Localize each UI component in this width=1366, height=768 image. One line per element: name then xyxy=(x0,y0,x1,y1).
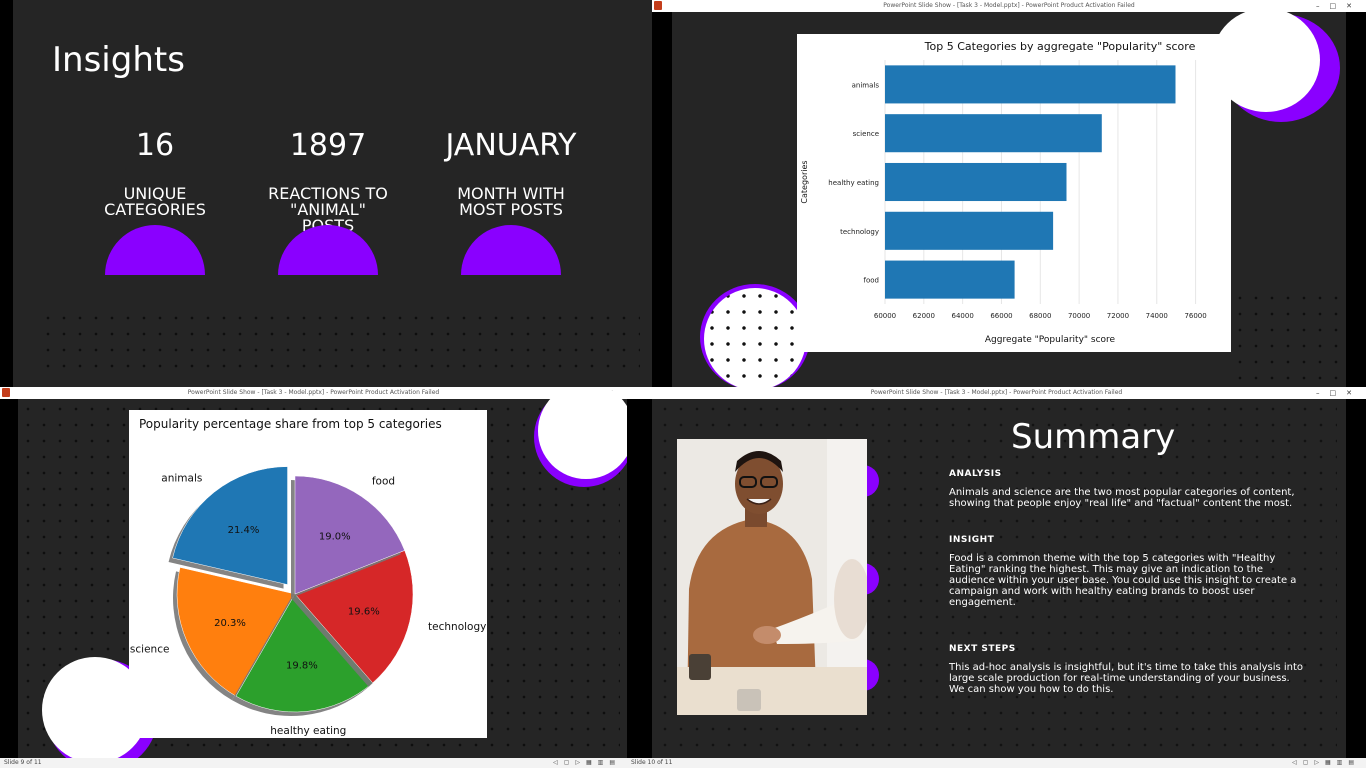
slice-percent-label: 19.6% xyxy=(348,607,380,618)
y-tick-label: technology xyxy=(840,228,879,236)
handshake-photo xyxy=(677,439,867,715)
slice-animals xyxy=(172,466,288,585)
x-tick-label: 70000 xyxy=(1068,312,1090,320)
right-black-bar xyxy=(1346,12,1366,387)
y-tick-label: science xyxy=(853,130,879,138)
slice-healthy-eating xyxy=(235,593,374,713)
y-tick-label: food xyxy=(864,277,879,285)
section-insight: INSIGHT Food is a common theme with the … xyxy=(949,535,1304,608)
status-bar: Slide 10 of 11 ◁▢▷▦▥▤ xyxy=(627,758,1366,768)
view-controls[interactable]: ◁▢▷▦▥▤ xyxy=(553,759,621,766)
x-tick-label: 60000 xyxy=(874,312,896,320)
chart-title: Popularity percentage share from top 5 c… xyxy=(139,417,442,431)
metric-value: 1897 xyxy=(289,128,367,163)
metric-label: MONTH WITH MOST POSTS xyxy=(457,184,565,219)
section-heading: NEXT STEPS xyxy=(949,644,1016,654)
dot-pattern xyxy=(1232,290,1342,385)
metric-top-month: JANUARY MONTH WITH MOST POSTS xyxy=(426,128,596,218)
y-tick-label: healthy eating xyxy=(828,179,879,187)
window-titlebar: PowerPoint Slide Show - [Task 3 - Model.… xyxy=(652,0,1366,12)
window-titlebar: PowerPoint Slide Show - [Task 3 - Model.… xyxy=(627,387,1366,399)
slide-bar-chart-window: PowerPoint Slide Show - [Task 3 - Model.… xyxy=(652,0,1366,387)
slide-insights-window: Insights 16 UNIQUE CATEGORIES 1897 REACT… xyxy=(0,0,652,387)
metric-value: JANUARY xyxy=(445,128,577,163)
slice-percent-label: 21.4% xyxy=(228,525,260,536)
purple-semicircle xyxy=(105,225,205,275)
window-controls[interactable]: –□✕ xyxy=(1316,389,1362,397)
pie-chart-container: Popularity percentage share from top 5 c… xyxy=(129,410,487,738)
window-title: PowerPoint Slide Show - [Task 3 - Model.… xyxy=(187,389,440,396)
slice-category-label: science xyxy=(130,644,170,656)
slice-percent-label: 20.3% xyxy=(214,618,246,629)
purple-semicircle xyxy=(461,225,561,275)
decor-circle-white xyxy=(538,387,627,479)
x-axis-label: Aggregate "Popularity" score xyxy=(985,335,1116,345)
window-title: PowerPoint Slide Show - [Task 3 - Model.… xyxy=(870,389,1123,396)
slice-category-label: animals xyxy=(161,472,202,484)
x-tick-label: 72000 xyxy=(1107,312,1129,320)
section-body: This ad-hoc analysis is insightful, but … xyxy=(949,662,1304,695)
section-body: Animals and science are the two most pop… xyxy=(949,487,1295,509)
bar-technology xyxy=(885,211,1054,250)
view-controls[interactable]: ◁▢▷▦▥▤ xyxy=(1292,759,1360,766)
pie-chart: Popularity percentage share from top 5 c… xyxy=(130,417,486,737)
x-tick-label: 62000 xyxy=(913,312,935,320)
dot-pattern xyxy=(40,310,640,380)
left-black-bar xyxy=(0,0,13,387)
slice-category-label: technology xyxy=(428,621,486,633)
bar-food xyxy=(885,260,1015,299)
section-next-steps: NEXT STEPS This ad-hoc analysis is insig… xyxy=(949,644,1304,695)
status-bar: Slide 9 of 11 ◁▢▷▦▥▤ xyxy=(0,758,627,768)
left-black-bar xyxy=(627,399,652,758)
slide-summary-window: PowerPoint Slide Show - [Task 3 - Model.… xyxy=(627,387,1366,768)
left-black-bar xyxy=(0,399,18,758)
bar-chart-container: 60000 62000 64000 66000 68000 70000 72000 74000… xyxy=(797,34,1231,352)
x-tick-label: 64000 xyxy=(952,312,974,320)
bar-animals xyxy=(885,65,1176,104)
slide-title: Summary xyxy=(1011,417,1176,457)
slice-percent-label: 19.8% xyxy=(286,660,318,671)
slice-science xyxy=(176,567,296,697)
y-tick-label: animals xyxy=(852,81,880,89)
window-controls[interactable]: –□✕ xyxy=(1316,2,1362,10)
slice-percent-label: 19.0% xyxy=(319,531,351,542)
powerpoint-app-icon xyxy=(654,1,662,10)
section-analysis: ANALYSIS Animals and science are the two… xyxy=(949,469,1304,509)
slice-food xyxy=(294,475,405,595)
x-tick-label: 66000 xyxy=(990,312,1012,320)
section-heading: INSIGHT xyxy=(949,535,995,545)
chart-title: Top 5 Categories by aggregate "Popularit… xyxy=(924,40,1196,53)
slide-title: Insights xyxy=(52,40,185,80)
x-tick-label: 68000 xyxy=(1029,312,1051,320)
slide-counter: Slide 9 of 11 xyxy=(4,759,42,766)
window-title: PowerPoint Slide Show - [Task 3 - Model.… xyxy=(883,2,1135,9)
metric-unique-categories: 16 UNIQUE CATEGORIES xyxy=(70,128,240,218)
slice-category-label: food xyxy=(372,476,395,488)
metric-label: UNIQUE CATEGORIES xyxy=(104,184,206,219)
slide-pie-chart-window: PowerPoint Slide Show - [Task 3 - Model.… xyxy=(0,387,627,768)
metric-animal-reactions: 1897 REACTIONS TO "ANIMAL" POSTS xyxy=(243,128,413,234)
x-tick-label: 76000 xyxy=(1184,312,1206,320)
window-titlebar: PowerPoint Slide Show - [Task 3 - Model.… xyxy=(0,387,627,399)
powerpoint-app-icon xyxy=(2,388,10,397)
right-black-bar xyxy=(1346,399,1366,758)
section-body: Food is a common theme with the top 5 ca… xyxy=(949,553,1297,608)
slice-category-label: healthy eating xyxy=(270,725,346,737)
metric-value: 16 xyxy=(135,128,175,163)
bar-chart: 60000 62000 64000 66000 68000 70000 72000 74000… xyxy=(800,40,1207,345)
photo-illustration xyxy=(677,439,867,715)
y-axis-label: Categories xyxy=(800,160,809,203)
bar-healthy-eating xyxy=(885,162,1067,202)
bar-science xyxy=(885,114,1102,153)
slide-counter: Slide 10 of 11 xyxy=(631,759,673,766)
decor-circle-white xyxy=(704,288,806,387)
section-heading: ANALYSIS xyxy=(949,469,1002,479)
x-tick-label: 74000 xyxy=(1146,312,1168,320)
left-black-bar xyxy=(652,12,672,387)
